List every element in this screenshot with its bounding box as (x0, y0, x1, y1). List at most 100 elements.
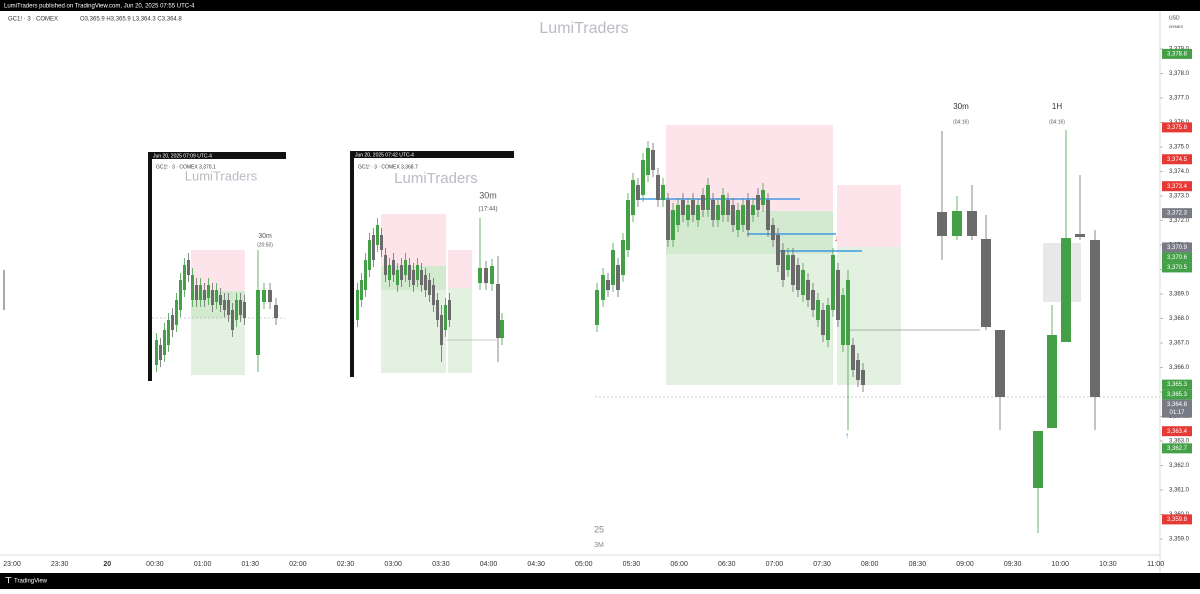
inset-frame (350, 151, 354, 377)
time-label: 08:00 (861, 561, 879, 568)
candle-body (731, 205, 735, 225)
time-label: 07:00 (766, 561, 784, 568)
symbol-name: GC1! · 3 · COMEX (8, 17, 58, 23)
candle-body (376, 225, 379, 245)
year-mark: 25 (594, 524, 604, 534)
candle-body (661, 185, 665, 200)
time-label: 02:30 (337, 561, 355, 568)
candle-body (696, 205, 700, 220)
price-badge-label: 3,375.8 (1167, 125, 1188, 131)
candle-body (243, 302, 246, 318)
timeframe-label: 30m (953, 102, 969, 111)
candle-body (440, 315, 443, 345)
time-label: 07:30 (813, 561, 831, 568)
price-tick-label: 3,372.0 (1169, 218, 1190, 224)
candle-body (239, 300, 242, 315)
candle-body (195, 285, 198, 300)
supply-zone (666, 125, 833, 211)
candle-body (626, 200, 630, 250)
candle-body (159, 345, 162, 360)
price-badge-label: 3,365.3 (1167, 382, 1188, 388)
price-tick-label: 3,373.0 (1169, 194, 1190, 200)
candle-body (416, 265, 419, 280)
timeframe-countdown: (04:16) (953, 119, 969, 125)
price-badge-label: 3,370.5 (1167, 265, 1188, 271)
candle-body (428, 280, 431, 295)
price-badge (1162, 242, 1192, 253)
supply-zone (381, 214, 446, 266)
price-badge-label: 3,373.4 (1167, 184, 1188, 190)
logo: ⊤ (5, 576, 12, 585)
currency: USD (1169, 15, 1180, 21)
publish-info: LumiTraders published on TradingView.com… (4, 4, 195, 10)
price-badge-label: 3,370.6 (1167, 255, 1188, 261)
candle-body (821, 310, 825, 335)
inset-countdown: (17:44) (478, 207, 497, 213)
price-badge (1162, 443, 1192, 454)
price-badge-label: 3,364.8 (1167, 402, 1188, 408)
candle-body (256, 290, 260, 355)
inset-frame (148, 152, 152, 381)
candle-body (781, 250, 785, 280)
inset-watermark: LumiTraders (394, 170, 478, 187)
time-label: 10:30 (1099, 561, 1117, 568)
price-badge-label: 3,359.8 (1167, 517, 1188, 523)
candle-body (274, 305, 278, 318)
price-badge-label: 3,370.9 (1167, 245, 1188, 251)
price-tick-label: 3,361.0 (1169, 488, 1190, 494)
candle-body (384, 255, 387, 275)
candle-body (392, 260, 395, 275)
candle-body (651, 150, 655, 170)
candle-body (801, 270, 805, 295)
candle-body (776, 235, 780, 265)
inset-header: Jun 20, 2025 07:09 UTC-4 (153, 153, 212, 159)
candle-body (175, 300, 178, 325)
candle-body (666, 200, 670, 240)
price-badge (1162, 181, 1192, 192)
candle-body (716, 205, 720, 220)
candle-body (404, 260, 407, 275)
candle-body (937, 212, 947, 236)
demand-zone (448, 288, 472, 373)
candle-body (967, 211, 977, 236)
candle-body (187, 260, 190, 275)
time-label: 23:30 (51, 561, 69, 568)
watermark: LumiTraders (539, 20, 628, 37)
candle-body (183, 265, 186, 290)
candle-body (736, 210, 740, 230)
candle-body (364, 260, 367, 290)
candle-body (496, 284, 500, 338)
candle-body (621, 240, 625, 275)
price-badge (1162, 389, 1192, 400)
price-badge-label: 3,374.5 (1167, 157, 1188, 163)
time-label: 01:00 (194, 561, 212, 568)
candle-body (484, 268, 488, 283)
price-badge-label: 3,362.7 (1167, 446, 1188, 452)
candle-body (478, 268, 482, 283)
candle-body (756, 195, 760, 210)
supply-zone (837, 185, 901, 247)
candle-body (444, 305, 447, 330)
candle-body (203, 290, 206, 300)
candle-body (836, 270, 840, 320)
candle-body (631, 180, 635, 215)
price-tick-label: 3,359.0 (1169, 537, 1190, 543)
time-label: 03:30 (432, 561, 450, 568)
candle-body (646, 148, 650, 175)
price-badge (1162, 262, 1192, 273)
candle-body (595, 290, 599, 325)
candle-body (179, 280, 182, 310)
time-labels: 23:00 23:30 20 00:30 01:00 01:30 02:00 02:30 03:… (3, 561, 1164, 568)
candle-body (356, 290, 359, 320)
candle-body (806, 280, 810, 300)
price-tick-label: 3,369.0 (1169, 292, 1190, 298)
candle-body (436, 300, 439, 320)
candle-body (262, 290, 266, 302)
time-label: 08:30 (909, 561, 927, 568)
candle-body (851, 345, 855, 370)
candle-body (741, 205, 745, 225)
candle-body (791, 255, 795, 285)
candle-body (636, 185, 640, 200)
candle-body (199, 285, 202, 300)
inset-timeframe: 30m (258, 233, 272, 240)
